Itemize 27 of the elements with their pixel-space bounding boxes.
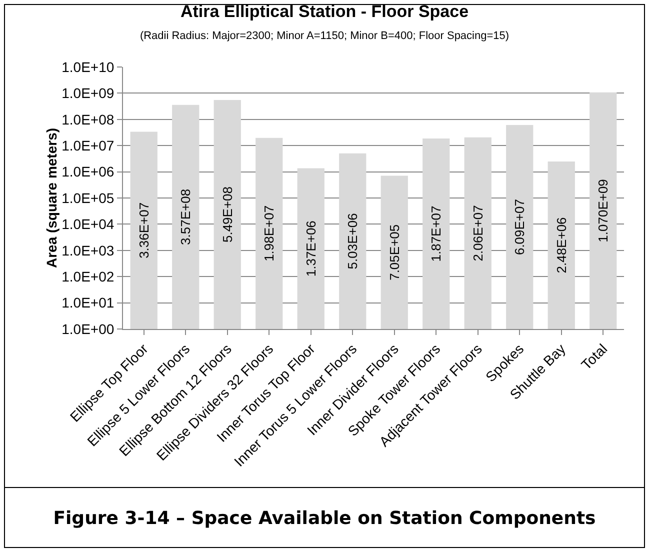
data-label: 1.37E+06 bbox=[303, 220, 318, 277]
data-label: 7.05E+05 bbox=[386, 224, 402, 280]
y-tick-label: 1.0E+07 bbox=[62, 138, 114, 154]
chart-subtitle: (Radii Radius: Major=2300; Minor A=1150; Minor B=400; Floor Spacing=15) bbox=[140, 30, 510, 42]
y-tick-label: 1.0E+04 bbox=[62, 216, 114, 232]
chart-title: Atira Elliptical Station - Floor Space bbox=[180, 2, 469, 22]
data-label: 6.09E+07 bbox=[512, 199, 528, 256]
y-tick-label: 1.0E+08 bbox=[62, 111, 114, 128]
y-tick-label: 1.0E+06 bbox=[62, 164, 114, 180]
y-tick-label: 1.0E+10 bbox=[62, 58, 114, 75]
y-tick-label: 1.0E+05 bbox=[62, 190, 114, 206]
y-tick-label: 1.0E+00 bbox=[62, 320, 114, 337]
y-tick-label: 1.0E+03 bbox=[62, 242, 114, 258]
y-tick-label: 1.0E+02 bbox=[62, 268, 114, 284]
data-label: 2.06E+07 bbox=[470, 205, 486, 262]
data-label: 3.36E+07 bbox=[136, 202, 152, 258]
data-label: 3.57E+08 bbox=[178, 188, 194, 245]
y-tick-label: 1.0E+01 bbox=[62, 294, 114, 311]
y-tick-label: 1.0E+09 bbox=[62, 85, 114, 102]
data-label: 5.49E+08 bbox=[220, 186, 235, 243]
data-label: 2.48E+06 bbox=[554, 217, 569, 274]
data-label: 1.98E+07 bbox=[262, 205, 277, 262]
data-label: 1.070E+09 bbox=[596, 179, 611, 242]
caption: Figure 3-14 – Space Available on Station Components bbox=[53, 508, 596, 528]
data-label: 5.03E+06 bbox=[345, 213, 360, 270]
y-axis-title: Area (square meters) bbox=[44, 128, 60, 268]
data-label: 1.87E+07 bbox=[428, 206, 444, 262]
